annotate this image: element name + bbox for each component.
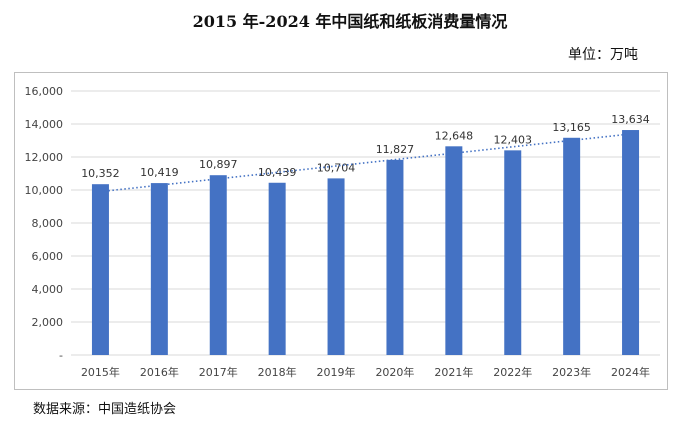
x-tick-label: 2022年 (493, 365, 532, 379)
x-tick-label: 2017年 (199, 365, 238, 379)
trendline (100, 133, 631, 193)
bar-chart: - 2,000 4,000 6,000 8,000 10,000 12,000 14,000 1… (25, 85, 660, 379)
data-label: 13,634 (611, 113, 650, 126)
x-tick-label: 2023年 (552, 365, 591, 379)
data-label: 10,419 (140, 166, 179, 179)
y-tick-label: 16,000 (25, 85, 64, 98)
y-tick-label: 10,000 (25, 184, 64, 197)
data-label: 10,704 (317, 161, 356, 174)
y-tick-label: 14,000 (25, 118, 64, 131)
data-label: 10,439 (258, 166, 297, 179)
unit-label: 单位：万吨 (568, 47, 638, 63)
x-tick-label: 2024年 (611, 365, 650, 379)
chart-title: 2015 年-2024 年中国纸和纸板消费量情况 (192, 12, 508, 31)
bar (209, 175, 227, 355)
data-label: 11,827 (376, 143, 415, 156)
y-tick-label: 12,000 (25, 151, 64, 164)
y-tick-label: 6,000 (32, 250, 64, 263)
bar (91, 184, 109, 355)
bar (268, 182, 286, 355)
x-tick-label: 2020年 (375, 365, 414, 379)
data-label: 10,352 (81, 167, 120, 180)
bar (445, 146, 463, 355)
data-label: 10,897 (199, 158, 238, 171)
bar (327, 178, 345, 355)
y-tick-label: 4,000 (32, 283, 64, 296)
bar (150, 183, 168, 355)
x-tick-label: 2018年 (258, 365, 297, 379)
data-label: 12,403 (494, 133, 533, 146)
chart-area: - 2,000 4,000 6,000 8,000 10,000 12,000 14,000 1… (14, 72, 668, 390)
y-tick-label: 8,000 (32, 217, 64, 230)
source-note: 数据来源：中国造纸协会 (33, 402, 177, 417)
data-label: 13,165 (552, 121, 591, 134)
x-tick-label: 2015年 (81, 365, 120, 379)
bar (622, 130, 640, 355)
x-tick-label: 2021年 (434, 365, 473, 379)
x-tick-label: 2019年 (317, 365, 356, 379)
bar (504, 150, 522, 355)
x-tick-label: 2016年 (140, 365, 179, 379)
data-label: 12,648 (435, 129, 474, 142)
bar (386, 159, 404, 355)
bar (563, 137, 581, 355)
y-tick-label: 2,000 (32, 316, 64, 329)
y-tick-label: - (59, 349, 63, 362)
